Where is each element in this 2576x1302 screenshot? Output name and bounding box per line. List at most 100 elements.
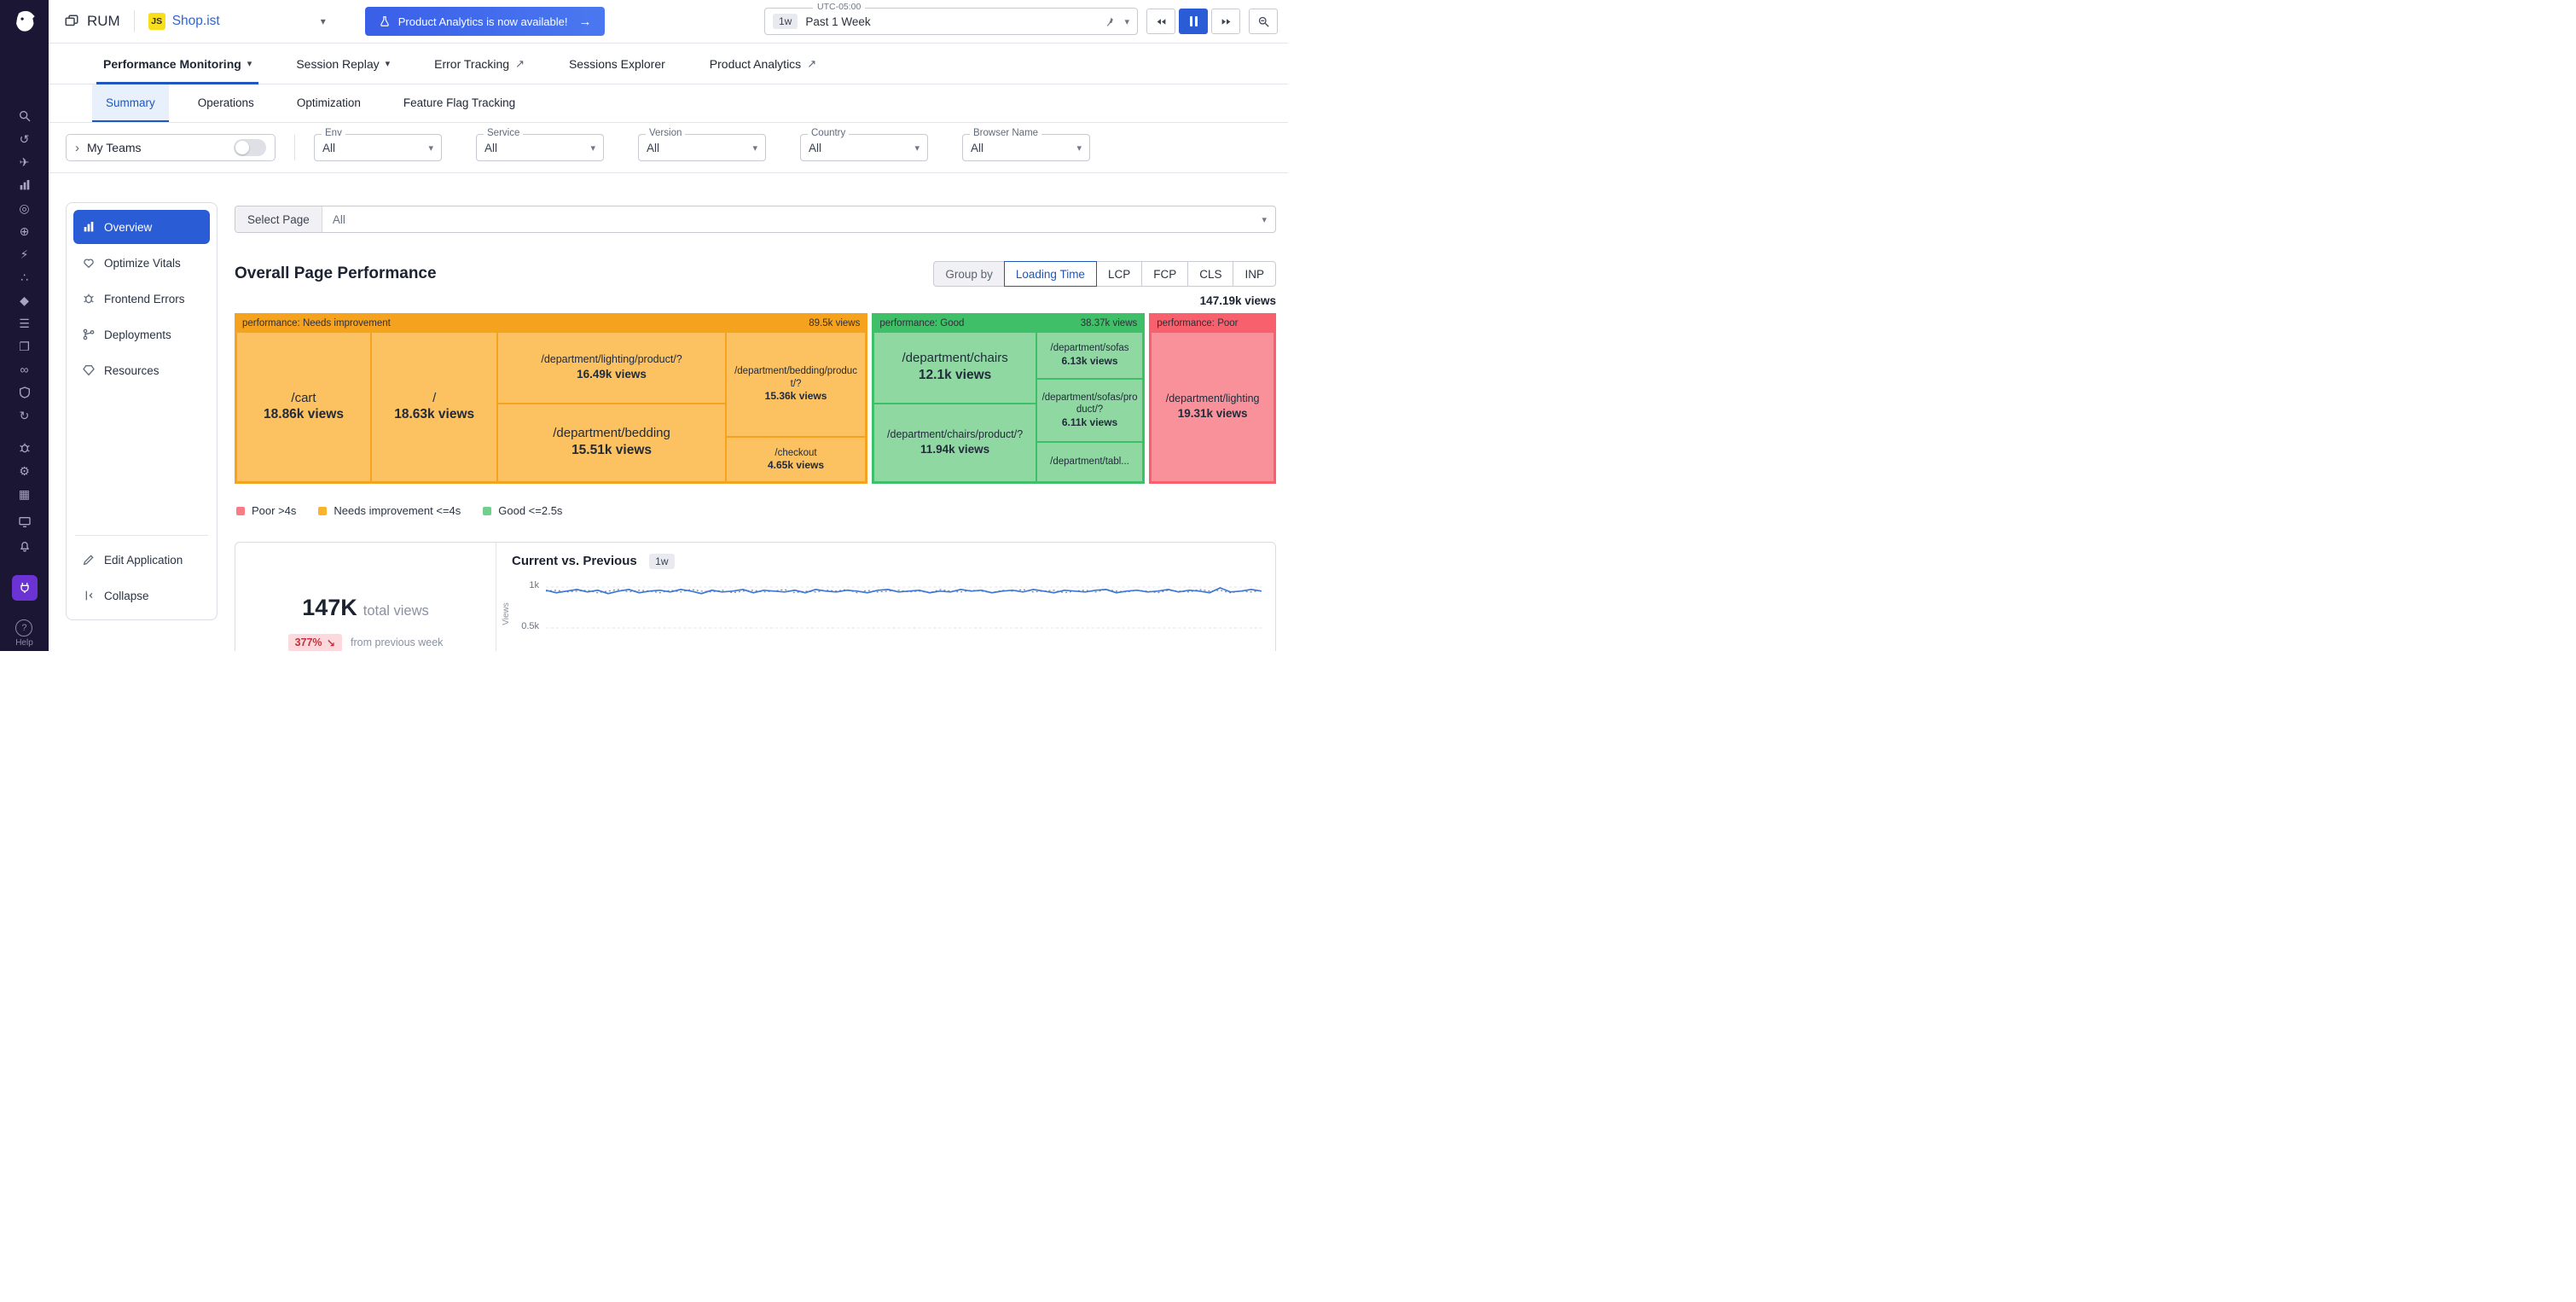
legend-item-needs-improvement[interactable]: Needs improvement <=4s	[318, 504, 461, 517]
sidebar-item-optimize-vitals[interactable]: Optimize Vitals	[73, 246, 210, 280]
collapse-icon	[82, 589, 96, 602]
events-icon[interactable]: ⚡	[20, 247, 29, 261]
total-views-number: 147K	[302, 594, 357, 620]
workflow-icon[interactable]	[15, 515, 35, 529]
time-range-selector[interactable]: UTC-05:00 1w Past 1 Week ▾	[764, 2, 1138, 35]
pause-button[interactable]	[1179, 9, 1208, 34]
tab-session-replay[interactable]: Session Replay ▾	[274, 44, 412, 84]
apm-icon[interactable]: ⊕	[19, 224, 30, 238]
group-by-lcp-button[interactable]: LCP	[1095, 261, 1143, 287]
cell-name: /department/chairs	[902, 351, 1008, 366]
group-by-loading-time-button[interactable]: Loading Time	[1003, 261, 1097, 287]
settings-icon[interactable]: ⚙	[19, 464, 30, 478]
legend-label: Poor >4s	[252, 504, 297, 517]
forward-button[interactable]	[1211, 9, 1240, 34]
rum-icon[interactable]: ❐	[19, 340, 30, 353]
treemap-cell-bedding[interactable]: /department/bedding 15.51k views	[497, 403, 726, 482]
application-selector[interactable]: Shop.ist	[171, 14, 220, 28]
chevron-down-icon[interactable]: ▾	[1124, 16, 1129, 27]
product-analytics-banner[interactable]: Product Analytics is now available! →	[364, 7, 606, 36]
debug-icon[interactable]	[15, 441, 35, 455]
sidebar-item-deployments[interactable]: Deployments	[73, 317, 210, 352]
ci-icon[interactable]: ↻	[19, 409, 30, 422]
tab-label: Optimization	[296, 96, 361, 109]
group-label: performance: Poor	[1157, 318, 1239, 328]
sidebar-item-overview[interactable]: Overview	[73, 210, 210, 244]
sidebar-item-resources[interactable]: Resources	[73, 353, 210, 387]
help-button[interactable]: ? Help	[15, 619, 33, 648]
zoom-out-button[interactable]	[1249, 9, 1278, 34]
treemap-cell-chairs[interactable]: /department/chairs 12.1k views	[873, 332, 1036, 404]
tab-operations[interactable]: Operations	[184, 84, 268, 122]
treemap-cell-root[interactable]: / 18.63k views	[371, 332, 498, 482]
chevron-down-icon: ▾	[752, 142, 757, 154]
banner-label: Product Analytics is now available!	[397, 15, 568, 28]
group-by-cls-button[interactable]: CLS	[1187, 261, 1234, 287]
sidebar-item-label: Edit Application	[104, 553, 183, 567]
tab-performance-monitoring[interactable]: Performance Monitoring ▾	[81, 44, 274, 84]
monitors-icon[interactable]: ☰	[19, 317, 30, 330]
chevron-down-icon: ▾	[590, 142, 595, 154]
trend-down-icon: ↘	[326, 636, 336, 649]
tab-error-tracking[interactable]: Error Tracking ↗	[412, 44, 547, 84]
datadog-logo[interactable]	[0, 0, 49, 43]
sidebar-item-frontend-errors[interactable]: Frontend Errors	[73, 282, 210, 316]
history-icon[interactable]: ↺	[19, 132, 30, 146]
cell-name: /department/lighting	[1165, 392, 1260, 405]
watchdog-icon[interactable]: ✈	[19, 155, 30, 169]
synthetics-icon[interactable]: ◎	[19, 201, 30, 215]
main-area: RUM JS Shop.ist ▾ Product Analytics is n…	[49, 0, 1288, 651]
integrations-icon[interactable]: ∞	[20, 363, 29, 376]
country-filter[interactable]: Country All ▾	[800, 128, 928, 161]
select-page-dropdown[interactable]: Select Page All ▾	[235, 206, 1276, 233]
pencil-icon	[82, 553, 96, 567]
apps-icon[interactable]: ▦	[18, 487, 31, 501]
tab-sessions-explorer[interactable]: Sessions Explorer	[547, 44, 688, 84]
cell-name: /department/lighting/product/?	[541, 353, 682, 366]
treemap-cell-tables[interactable]: /department/tabl...	[1036, 442, 1144, 482]
tab-optimization[interactable]: Optimization	[283, 84, 374, 122]
my-teams-toggle[interactable]	[234, 139, 266, 156]
treemap-cell-sofas[interactable]: /department/sofas 6.13k views	[1036, 332, 1144, 379]
sidebar-item-label: Overview	[104, 220, 153, 234]
header-divider	[133, 10, 135, 32]
bar-chart-icon	[82, 220, 96, 234]
legend-item-good[interactable]: Good <=2.5s	[483, 504, 562, 517]
legend-item-poor[interactable]: Poor >4s	[236, 504, 296, 517]
search-icon[interactable]	[15, 109, 35, 123]
legend-swatch-poor	[236, 506, 245, 515]
my-teams-control[interactable]: › My Teams	[66, 134, 276, 161]
rewind-button[interactable]	[1146, 9, 1175, 34]
chevron-down-icon[interactable]: ▾	[320, 15, 326, 27]
page-performance-treemap: performance: Needs improvement 89.5k vie…	[235, 313, 1276, 484]
notifications-bell-icon[interactable]	[15, 539, 35, 553]
service-filter[interactable]: Service All ▾	[476, 128, 604, 161]
env-filter[interactable]: Env All ▾	[314, 128, 442, 161]
top-header: RUM JS Shop.ist ▾ Product Analytics is n…	[49, 0, 1288, 44]
version-filter[interactable]: Version All ▾	[638, 128, 766, 161]
group-by-fcp-button[interactable]: FCP	[1141, 261, 1189, 287]
group-by-inp-button[interactable]: INP	[1233, 261, 1276, 287]
legend-swatch-needs-improvement	[318, 506, 328, 515]
logs-icon[interactable]: ◆	[20, 294, 29, 307]
y-tick-1k: 1k	[529, 580, 539, 590]
treemap-cell-sofas-product[interactable]: /department/sofas/product/? 6.11k views	[1036, 378, 1144, 443]
tab-product-analytics[interactable]: Product Analytics ↗	[688, 44, 838, 84]
tab-feature-flag-tracking[interactable]: Feature Flag Tracking	[390, 84, 529, 122]
browser-name-filter[interactable]: Browser Name All ▾	[962, 128, 1090, 161]
security-icon[interactable]	[15, 386, 35, 399]
tab-summary[interactable]: Summary	[92, 84, 169, 122]
treemap-cell-checkout[interactable]: /checkout 4.65k views	[725, 437, 867, 482]
treemap-cell-bedding-product[interactable]: /department/bedding/product/? 15.36k vie…	[725, 332, 867, 438]
treemap-cell-lighting-product[interactable]: /department/lighting/product/? 16.49k vi…	[497, 332, 726, 404]
integration-plug-icon[interactable]	[11, 575, 38, 601]
total-views-suffix: total views	[363, 602, 429, 619]
metrics-icon[interactable]	[15, 178, 35, 192]
org-icon[interactable]: ∴	[20, 270, 28, 284]
pin-icon[interactable]	[1105, 16, 1117, 27]
treemap-cell-lighting[interactable]: /department/lighting 19.31k views	[1151, 332, 1274, 482]
treemap-cell-chairs-product[interactable]: /department/chairs/product/? 11.94k view…	[873, 403, 1036, 482]
sidebar-item-collapse[interactable]: Collapse	[73, 578, 210, 613]
sidebar-item-edit-application[interactable]: Edit Application	[73, 543, 210, 577]
treemap-cell-cart[interactable]: /cart 18.86k views	[236, 332, 371, 482]
